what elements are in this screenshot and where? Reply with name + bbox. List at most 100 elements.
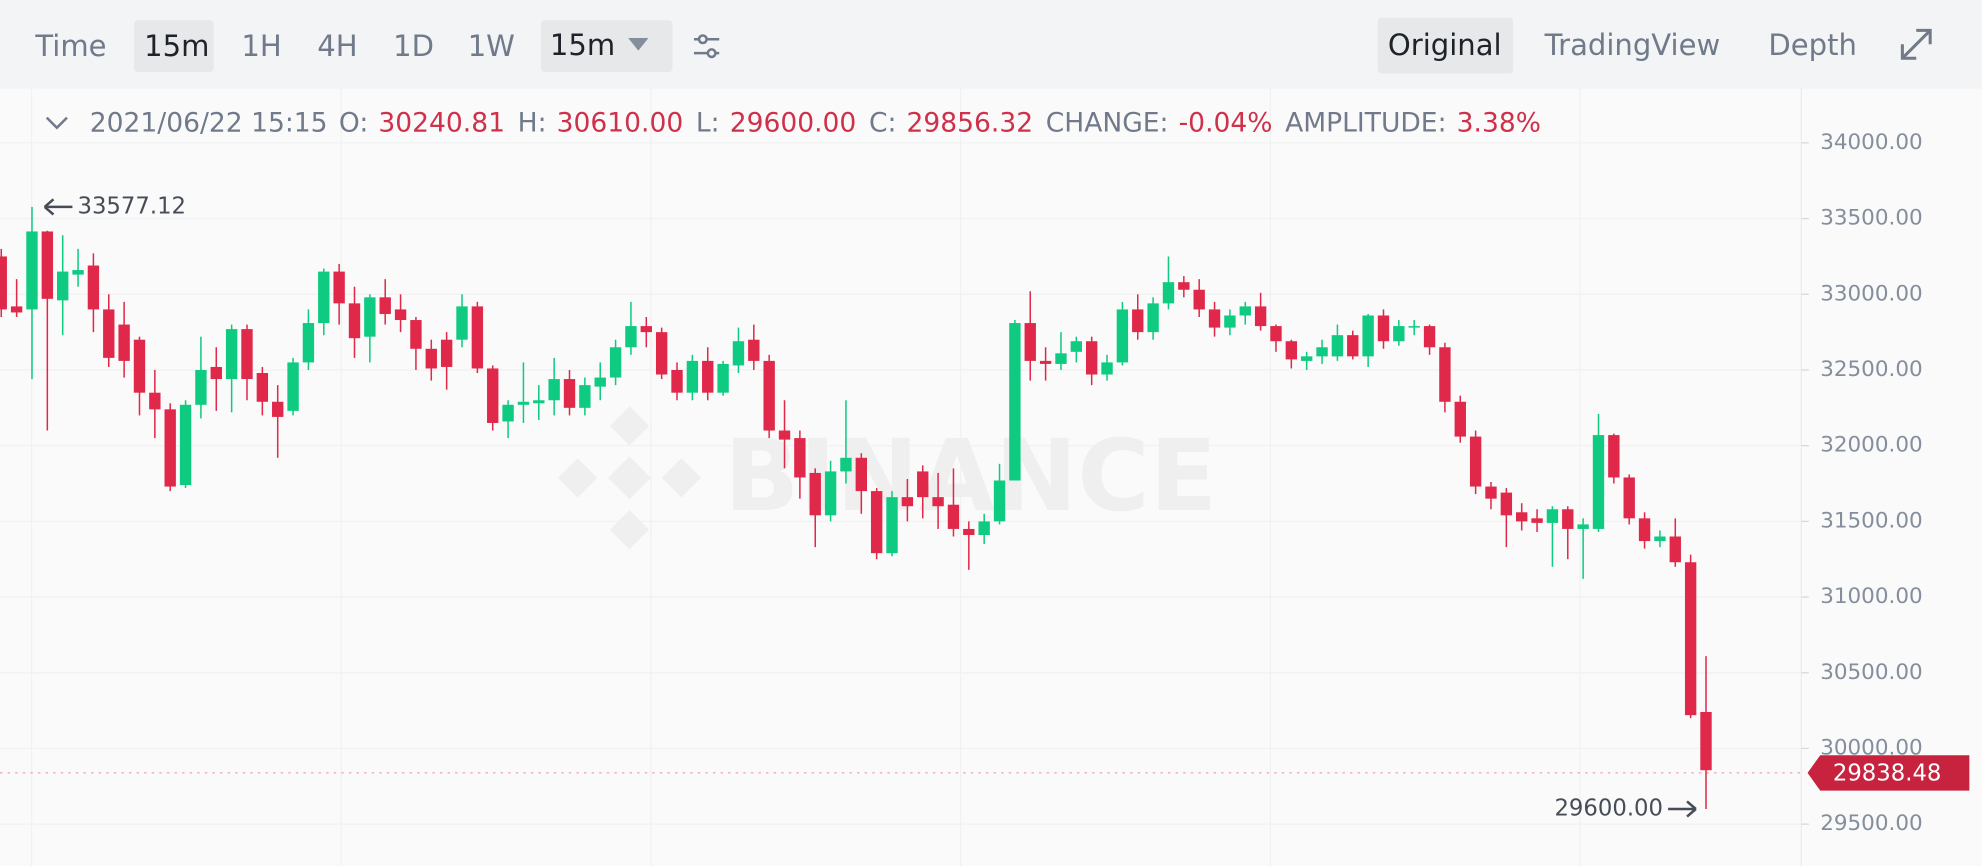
candle-body	[1147, 303, 1159, 333]
expand-icon[interactable]	[1900, 28, 1932, 60]
candle-body	[456, 306, 468, 340]
candle-body	[717, 363, 729, 393]
y-tick-label: 30500.00	[1820, 660, 1922, 685]
min-label: 29600.00	[1554, 796, 1663, 822]
candle-body	[1301, 356, 1313, 361]
interval[interactable]: Time	[34, 29, 106, 63]
candle-body	[487, 368, 499, 423]
candle-body	[1393, 326, 1405, 342]
y-tick-label: 34000.00	[1820, 130, 1922, 155]
candle-body	[963, 528, 975, 535]
candle-body	[1531, 518, 1543, 523]
candle-body	[886, 497, 898, 554]
candle-body	[1178, 282, 1190, 290]
candle-body	[870, 491, 883, 554]
candle-body	[671, 369, 683, 393]
candle-body	[133, 339, 146, 393]
candle-body	[103, 309, 115, 358]
candle-body	[1577, 524, 1589, 529]
candle-body	[1638, 518, 1651, 542]
settings-icon[interactable]	[693, 34, 720, 59]
candle-body	[394, 309, 407, 321]
watermark: BINANCE	[724, 419, 1217, 534]
candle-body	[1654, 536, 1666, 542]
dropdown-label[interactable]: 15m	[550, 28, 615, 62]
y-tick-label: 33500.00	[1820, 206, 1922, 231]
candle-body	[502, 404, 514, 422]
interval[interactable]: 1W	[468, 29, 515, 63]
candle-body	[1224, 315, 1236, 328]
interval[interactable]: 1H	[241, 29, 281, 63]
candle-body	[1070, 341, 1083, 352]
candle-body	[609, 347, 622, 378]
candle-body	[1669, 536, 1681, 563]
candle-body	[425, 348, 437, 369]
candle-body	[333, 271, 345, 304]
view-tab[interactable]: Depth	[1768, 28, 1857, 62]
candle-body	[1423, 326, 1436, 348]
candle-body	[1592, 435, 1605, 529]
last-price-label: 29838.48	[1833, 761, 1942, 787]
candle-body	[1208, 309, 1221, 328]
candle-body	[1347, 335, 1359, 357]
header-value: 29600.00	[730, 107, 857, 138]
header-label: CHANGE:	[1046, 107, 1169, 138]
candle-body	[778, 430, 791, 440]
candle-body	[655, 332, 668, 375]
candle-body	[1500, 492, 1513, 516]
candle-body	[579, 385, 591, 408]
collapse-icon[interactable]	[45, 116, 68, 130]
candle-body	[1024, 323, 1036, 361]
candle-body	[840, 457, 852, 472]
candle-body	[1254, 306, 1267, 327]
header-label: AMPLITUDE:	[1285, 107, 1446, 138]
dropdown[interactable]	[541, 20, 673, 73]
candle-body	[1562, 509, 1574, 529]
dropdown-arrow	[628, 37, 649, 51]
candle-body	[72, 270, 84, 275]
candle-body	[625, 326, 637, 348]
candle-body	[1132, 309, 1144, 333]
candle-body	[164, 409, 176, 487]
candle-body	[1316, 347, 1328, 357]
header-label: L:	[696, 107, 720, 138]
y-tick-label: 32500.00	[1820, 357, 1922, 382]
candle-body	[917, 471, 929, 498]
candle-body	[1377, 315, 1390, 342]
candle-body	[1039, 360, 1052, 364]
interval[interactable]: 4H	[317, 29, 357, 63]
header-value: 29856.32	[907, 107, 1034, 138]
interval[interactable]: 15m	[144, 29, 209, 63]
grid	[0, 88, 1809, 866]
candle-body	[993, 480, 1006, 522]
candle-body	[149, 392, 161, 410]
candle-body	[1270, 326, 1282, 342]
y-tick-label: 33000.00	[1820, 281, 1922, 306]
candle-body	[440, 339, 453, 367]
plot	[0, 206, 1712, 810]
candle-body	[1009, 323, 1021, 481]
candle-body	[1700, 711, 1712, 771]
candle-body	[1362, 315, 1374, 357]
candle-body	[1439, 347, 1451, 402]
y-tick-label: 31000.00	[1820, 584, 1922, 609]
candle-body	[594, 377, 606, 387]
candle-body	[302, 323, 315, 363]
header-value: 30240.81	[378, 107, 505, 138]
candle-body	[1485, 486, 1497, 499]
view-tab[interactable]: TradingView	[1544, 28, 1721, 62]
candle-body	[1546, 509, 1559, 523]
max-label: 33577.12	[77, 193, 186, 219]
active-view	[1377, 17, 1514, 74]
candle-body	[26, 231, 38, 310]
candle-body	[287, 362, 299, 411]
candle-body	[348, 303, 361, 339]
candle-body	[318, 271, 330, 324]
candle-body	[517, 401, 530, 405]
candle-body	[410, 320, 422, 349]
interval[interactable]: 1D	[393, 29, 434, 63]
candle-body	[1608, 435, 1620, 478]
y-tick-label: 32000.00	[1820, 433, 1922, 458]
candle-body	[702, 360, 714, 393]
view-tab[interactable]: Original	[1388, 28, 1502, 62]
